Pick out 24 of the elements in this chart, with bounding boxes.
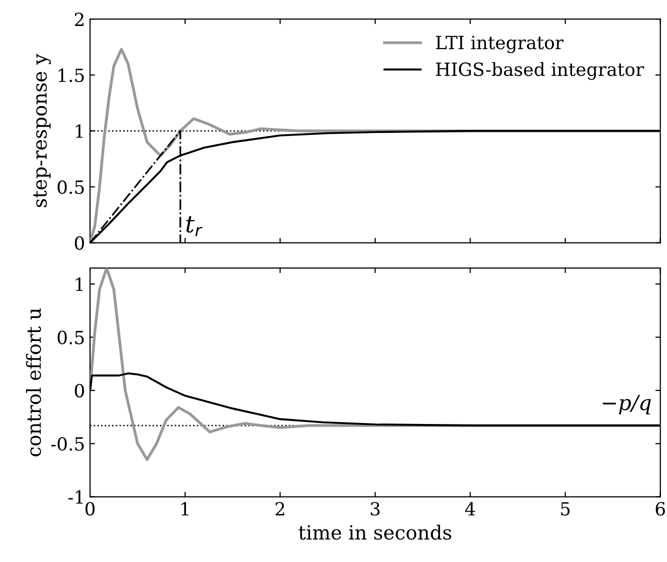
- x-tick-label: 6: [656, 502, 665, 516]
- y-tick-label: -1: [68, 490, 83, 504]
- y-tick-label: 1: [76, 124, 83, 138]
- x-tick-label: 1: [182, 502, 188, 516]
- y-tick-label: 1.5: [58, 68, 84, 82]
- x-tick-label: 5: [561, 502, 570, 516]
- x-tick-label: 4: [465, 502, 476, 516]
- x-tick-label: 3: [370, 502, 380, 516]
- y-axis-title: step-response y: [33, 54, 51, 208]
- x-tick-label: 0: [85, 502, 95, 516]
- y-axis-title: control effort u: [26, 308, 42, 456]
- y-tick-label: 2: [74, 12, 84, 26]
- y-tick-label: 0: [74, 384, 84, 398]
- y-tick-label: 0.5: [58, 180, 84, 194]
- annotation: t$_{r}$: [186, 216, 202, 236]
- y-tick-label: -0.5: [51, 437, 84, 451]
- legend-label: −p/q: [602, 394, 651, 414]
- x-tick-label: 2: [276, 502, 284, 516]
- legend-label: HIGS-based integrator: [436, 62, 644, 80]
- y-tick-label: 0: [74, 236, 84, 250]
- y-tick-label: 1: [76, 277, 83, 291]
- legend-label: LTI integrator: [436, 36, 564, 54]
- x-axis-title: time in seconds: [298, 524, 452, 540]
- y-tick-label: 0.5: [58, 330, 84, 344]
